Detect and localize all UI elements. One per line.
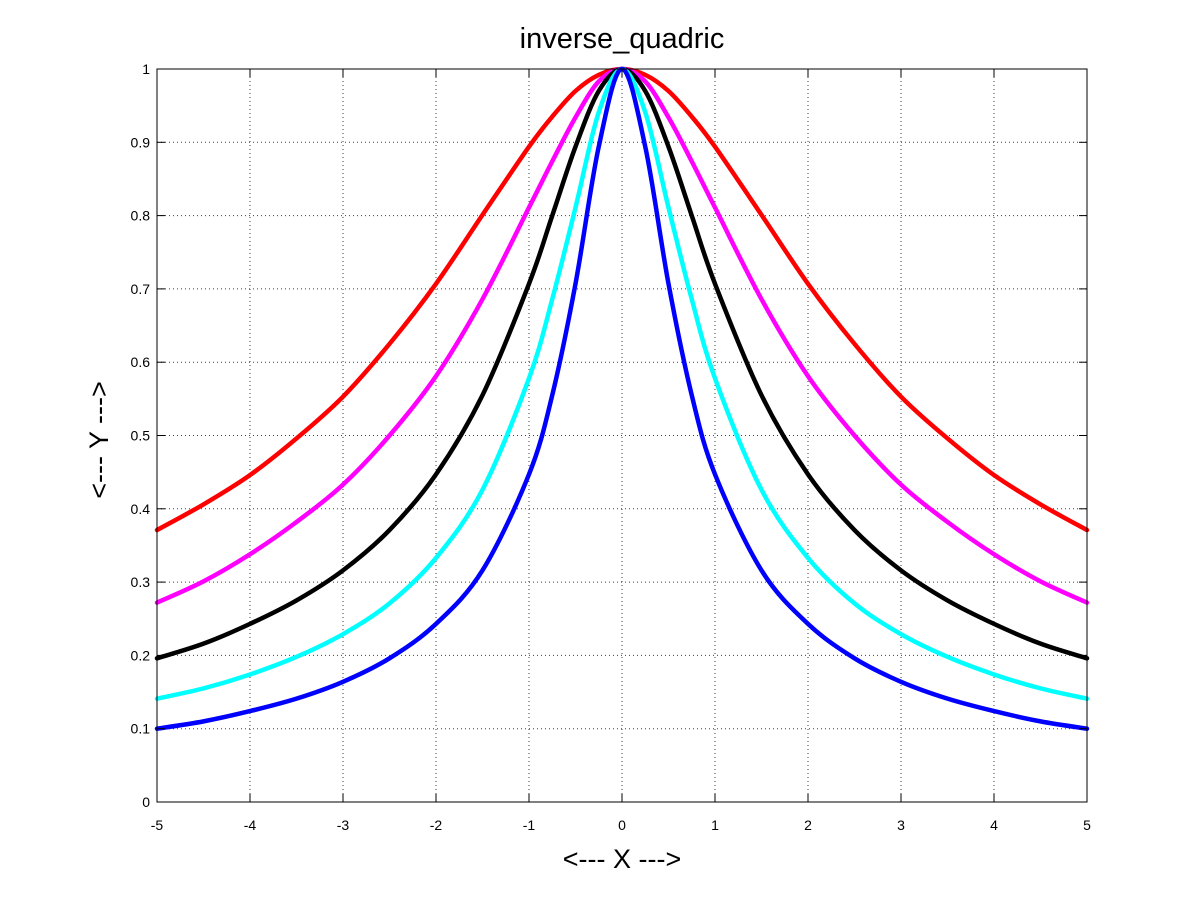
x-tick-label: -5 [151,817,164,833]
y-axis-label: <--- Y ---> [84,381,114,499]
y-tick-label: 0.2 [131,647,151,663]
chart-title: inverse_quadric [520,23,725,55]
x-tick-label: 2 [804,817,812,833]
y-tick-label: 0.9 [131,134,151,150]
y-tick-label: 0.3 [131,574,151,590]
x-tick-label: -2 [430,817,443,833]
x-tick-labels: -5 -4 -3 -2 -1 0 1 2 3 4 5 [151,817,1091,833]
grid [157,69,1087,802]
y-tick-label: 1 [142,61,150,77]
y-tick-label: 0 [142,794,150,810]
x-tick-label: 4 [990,817,998,833]
x-tick-label: 1 [711,817,719,833]
y-tick-labels: 0 0.1 0.2 0.3 0.4 0.5 0.6 0.7 0.8 0.9 1 [131,61,151,810]
axis-ticks [156,68,1088,803]
x-tick-label: 3 [897,817,905,833]
y-tick-label: 0.7 [131,281,151,297]
x-tick-label: -1 [523,817,536,833]
x-tick-label: 0 [618,817,626,833]
y-tick-label: 0.5 [131,428,151,444]
y-tick-label: 0.6 [131,354,151,370]
x-tick-label: -3 [337,817,350,833]
y-tick-label: 0.8 [131,208,151,224]
x-axis-label: <--- X ---> [563,844,682,874]
x-tick-label: -4 [244,817,257,833]
y-tick-label: 0.4 [131,501,151,517]
x-tick-label: 5 [1083,817,1091,833]
y-tick-label: 0.1 [131,721,151,737]
